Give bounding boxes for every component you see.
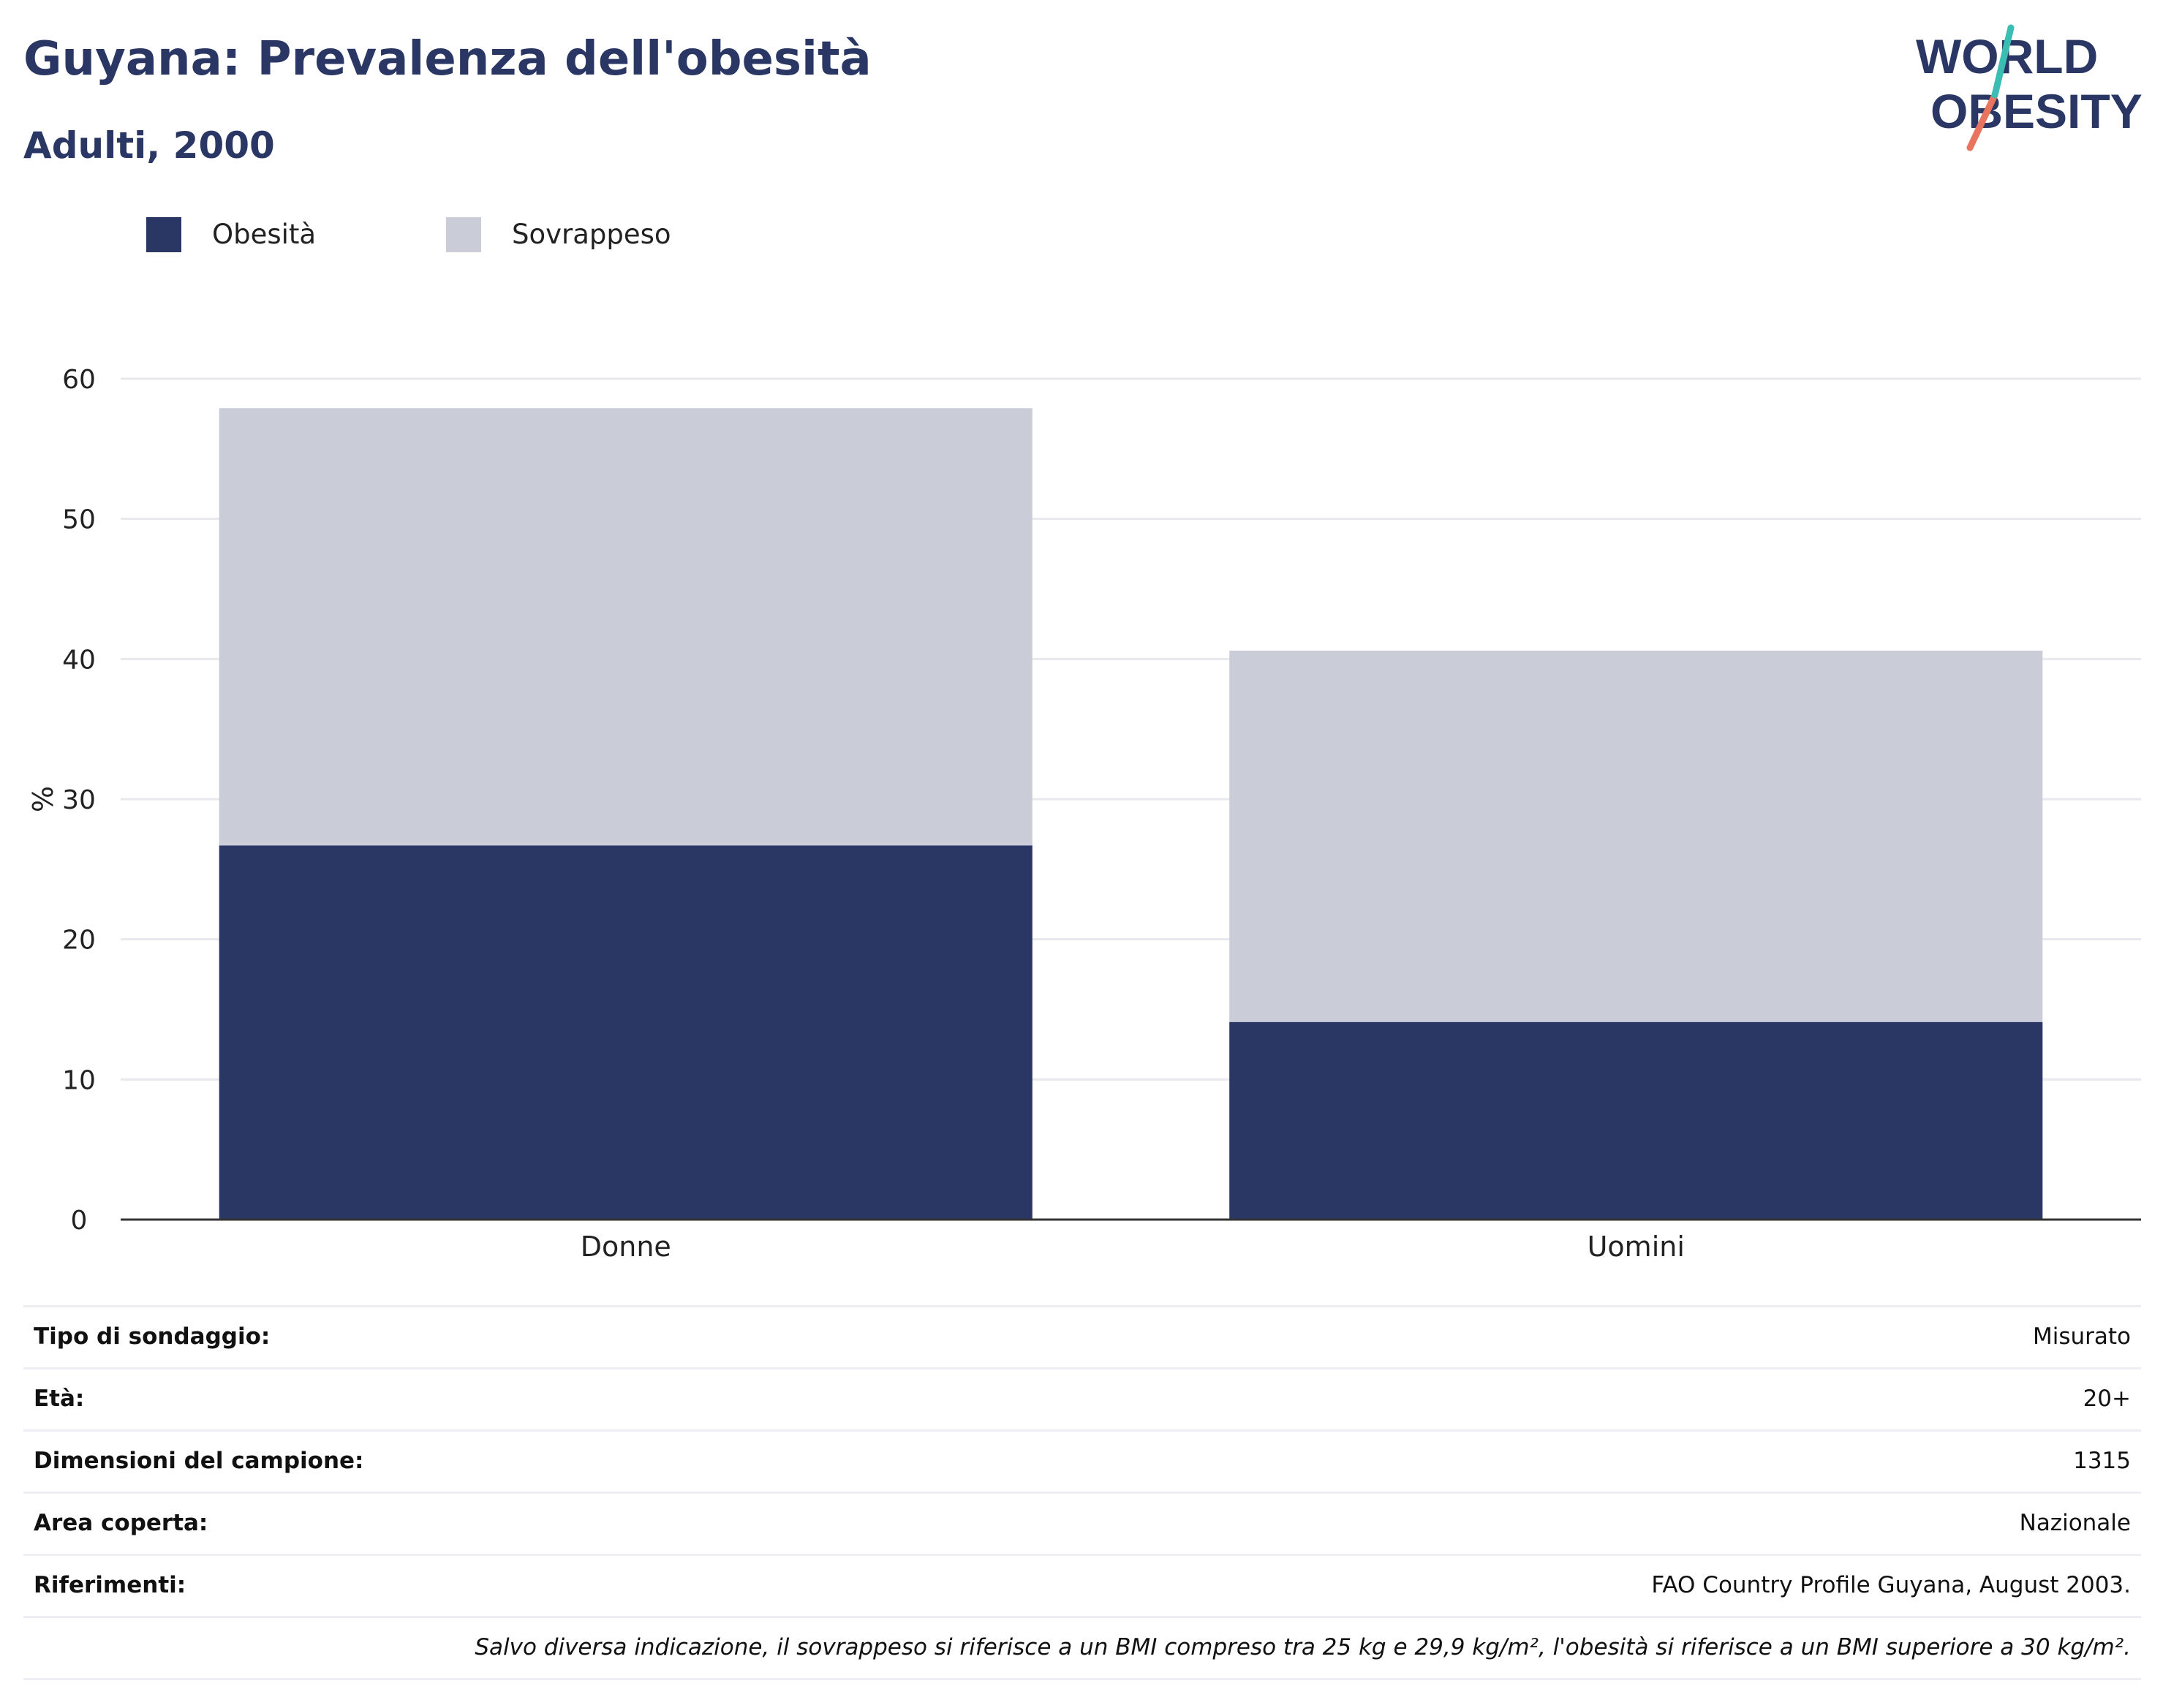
x-tick-label: Uomini: [1588, 1231, 1685, 1263]
info-note-row: Salvo diversa indicazione, il sovrappeso…: [23, 1616, 2141, 1680]
y-tick-label: 20: [62, 926, 96, 956]
info-row-area: Area coperta: Nazionale: [23, 1492, 2141, 1554]
y-tick-label: 50: [62, 505, 96, 535]
y-tick-label: 60: [62, 365, 96, 395]
world-obesity-logo: WORLD OBESITY: [1916, 24, 2143, 151]
y-tick-label: 10: [62, 1065, 96, 1095]
bar-overweight-donne: [219, 408, 1033, 846]
x-tick-label: Donne: [581, 1231, 671, 1263]
info-row-age: Età: 20+: [23, 1367, 2141, 1429]
info-label: Area coperta:: [34, 1510, 208, 1536]
info-value: Misurato: [2032, 1323, 2131, 1350]
bar-obesity-uomini: [1229, 1021, 2043, 1220]
legend-swatch-obesity: [146, 217, 181, 252]
y-tick-label: 0: [71, 1206, 88, 1236]
legend-label-obesity: Obesità: [212, 219, 317, 250]
info-label: Età:: [34, 1386, 85, 1412]
info-value: Nazionale: [2019, 1510, 2131, 1536]
info-table: Tipo di sondaggio: Misurato Età: 20+ Dim…: [23, 1305, 2141, 1680]
info-value: FAO Country Profile Guyana, August 2003.: [1651, 1572, 2131, 1598]
legend-swatch-overweight: [446, 217, 481, 252]
info-row-survey-type: Tipo di sondaggio: Misurato: [23, 1305, 2141, 1367]
y-tick-label: 30: [62, 785, 96, 815]
y-axis-title: %: [27, 786, 59, 812]
info-value: 20+: [2083, 1386, 2131, 1412]
info-label: Tipo di sondaggio:: [34, 1323, 271, 1350]
footnote: Salvo diversa indicazione, il sovrappeso…: [475, 1634, 2131, 1660]
info-value: 1315: [2073, 1448, 2131, 1474]
bar-obesity-donne: [219, 845, 1033, 1220]
page-title: Guyana: Prevalenza dell'obesità: [23, 32, 872, 86]
legend-label-overweight: Sovrappeso: [512, 219, 671, 250]
stacked-bar-chart: 0 10 20 30 40 50 60% Donne Uomini: [27, 365, 2141, 1263]
logo-line2: OBESITY: [1930, 84, 2143, 138]
info-row-references: Riferimenti: FAO Country Profile Guyana,…: [23, 1554, 2141, 1616]
bar-overweight-uomini: [1229, 650, 2043, 1022]
info-label: Riferimenti:: [34, 1572, 186, 1598]
y-tick-label: 40: [62, 645, 96, 675]
info-label: Dimensioni del campione:: [34, 1448, 364, 1474]
info-row-sample-size: Dimensioni del campione: 1315: [23, 1429, 2141, 1492]
page-subtitle: Adulti, 2000: [23, 124, 275, 167]
